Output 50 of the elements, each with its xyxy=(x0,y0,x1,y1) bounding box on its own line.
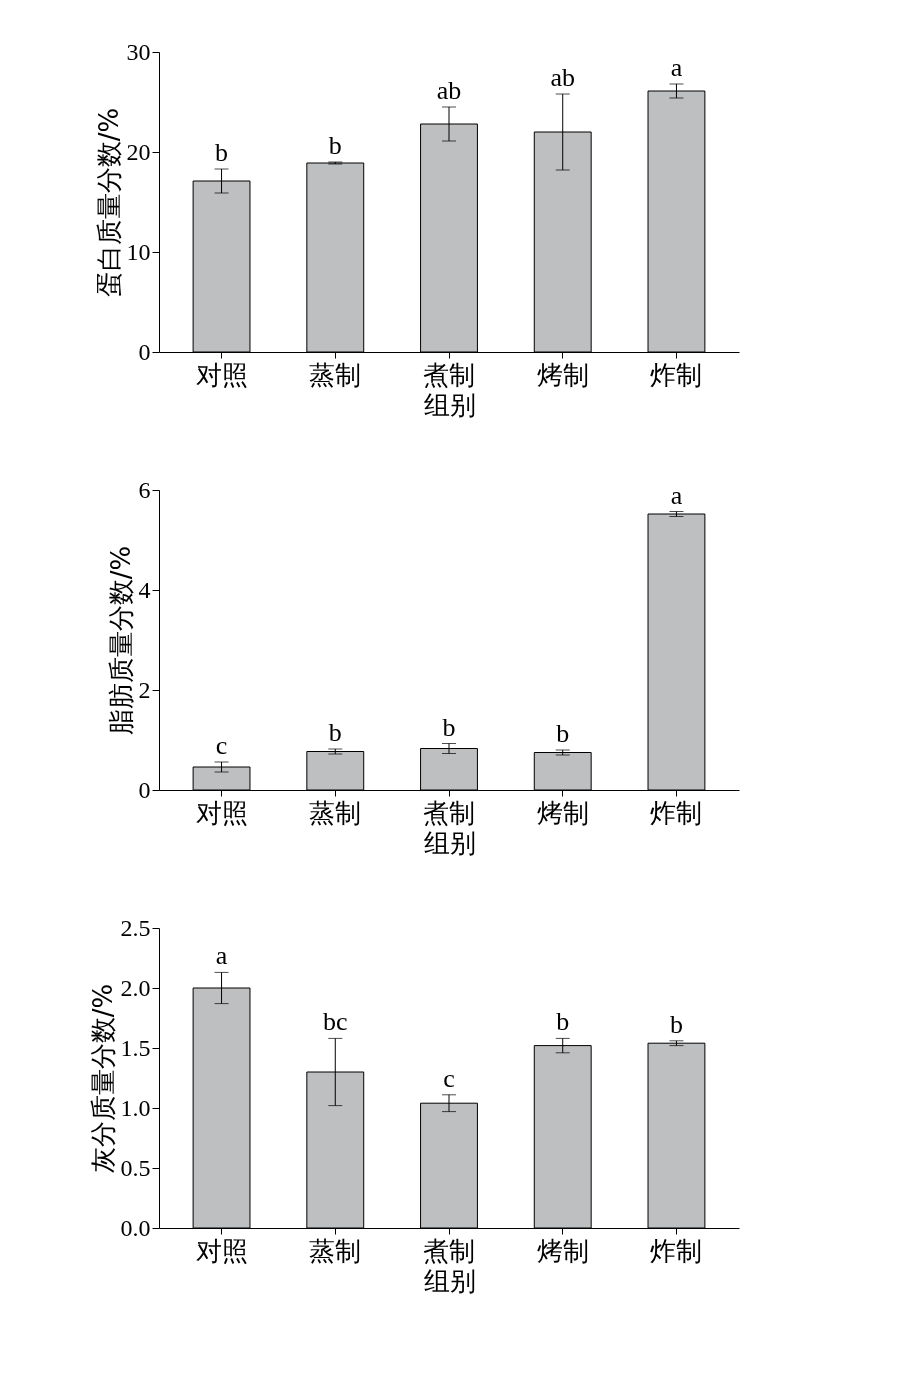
annotation: ab xyxy=(436,76,462,105)
y-tick-label: 30 xyxy=(126,38,151,65)
y-tick-label: 0 xyxy=(138,776,151,803)
annotation: b xyxy=(215,138,229,167)
annotation: b xyxy=(328,718,342,747)
x-axis-title: 组别 xyxy=(423,1265,476,1296)
annotation: c xyxy=(443,1063,455,1093)
y-axis-title: 灰分质量分数/% xyxy=(87,983,118,1174)
y-tick-label: 6 xyxy=(138,476,151,503)
x-tick-label: 蒸制 xyxy=(309,1235,362,1266)
y-tick-label: 2 xyxy=(138,676,151,703)
y-tick-label: 2.0 xyxy=(120,974,151,1001)
y-tick-label: 0.0 xyxy=(120,1214,151,1241)
y-tick-label: 4 xyxy=(138,576,151,603)
x-tick-label: 炸制 xyxy=(650,359,703,390)
annotation: b xyxy=(556,719,570,748)
annotation: bc xyxy=(323,1007,348,1037)
x-tick-label: 对照 xyxy=(195,797,248,828)
annotation: b xyxy=(669,1009,683,1039)
x-tick-label: 煮制 xyxy=(423,359,475,390)
y-axis-title: 脂肪质量分数/% xyxy=(105,545,136,736)
annotation: c xyxy=(215,731,228,760)
x-axis-title: 组别 xyxy=(423,389,476,420)
annotation: b xyxy=(328,131,342,160)
annotation: a xyxy=(670,480,683,510)
x-tick-label: 对照 xyxy=(195,1235,248,1266)
annotation: a xyxy=(670,53,683,82)
x-tick-label: 蒸制 xyxy=(309,359,362,390)
x-axis-title: 组别 xyxy=(423,827,476,858)
y-tick-label: 10 xyxy=(126,238,151,265)
x-tick-label: 对照 xyxy=(195,359,248,390)
annotation: b xyxy=(556,1007,570,1037)
x-tick-label: 炸制 xyxy=(650,797,703,828)
x-tick-label: 煮制 xyxy=(423,1235,475,1266)
y-tick-label: 1.0 xyxy=(120,1094,151,1121)
y-tick-label: 20 xyxy=(126,138,151,165)
x-tick-label: 烤制 xyxy=(536,359,589,390)
x-tick-label: 蒸制 xyxy=(309,797,362,828)
y-tick-label: 2.5 xyxy=(120,914,151,941)
x-tick-label: 煮制 xyxy=(423,797,475,828)
y-tick-label: 1.5 xyxy=(120,1034,151,1061)
x-tick-label: 烤制 xyxy=(536,1235,589,1266)
y-axis-title: 蛋白质量分数/% xyxy=(93,107,124,298)
y-tick-label: 0.5 xyxy=(120,1154,151,1181)
y-tick-label: 0 xyxy=(138,338,151,365)
annotation: ab xyxy=(550,63,575,92)
annotation: b xyxy=(442,712,456,742)
x-tick-label: 炸制 xyxy=(650,1235,703,1266)
annotation: a xyxy=(215,941,228,971)
x-tick-label: 烤制 xyxy=(536,797,589,828)
